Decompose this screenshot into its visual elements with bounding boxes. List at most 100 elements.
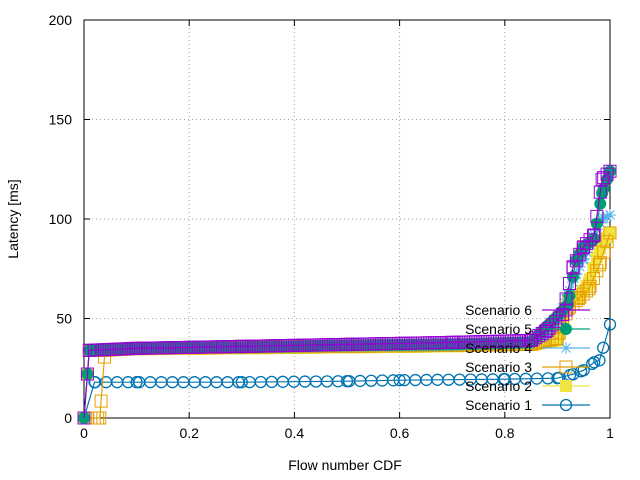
data-point — [340, 375, 354, 388]
data-point — [593, 255, 607, 269]
y-tick-label: 200 — [49, 12, 73, 28]
series-line — [83, 170, 611, 419]
data-point — [549, 314, 563, 328]
x-tick-label: 0.8 — [495, 425, 515, 441]
data-point — [603, 164, 617, 178]
data-point — [552, 311, 566, 325]
legend-label: Scenario 5 — [465, 321, 532, 337]
y-tick-label: 150 — [49, 112, 73, 128]
data-point — [551, 334, 564, 347]
data-point — [532, 329, 546, 343]
series-scenario-3 — [77, 226, 617, 425]
data-point — [600, 167, 614, 181]
legend-entry: Scenario 1 — [465, 397, 590, 413]
data-point — [586, 272, 600, 286]
data-point — [593, 185, 607, 199]
y-tick-label: 0 — [64, 410, 72, 426]
legend-label: Scenario 2 — [465, 378, 532, 394]
data-point — [88, 376, 101, 389]
series-scenario-1 — [77, 318, 617, 425]
series-scenario-2 — [78, 226, 616, 424]
data-point — [583, 279, 597, 293]
series-scenario-5 — [78, 165, 616, 424]
data-point — [559, 292, 573, 306]
data-point — [580, 237, 594, 251]
data-point — [586, 229, 600, 243]
legend-entry: Scenario 3 — [465, 359, 590, 375]
data-point — [603, 226, 617, 240]
legend-marker — [559, 303, 573, 317]
data-point — [601, 210, 614, 223]
x-tick-label: 0 — [80, 425, 88, 441]
legend-label: Scenario 4 — [465, 340, 532, 356]
x-tick-label: 1 — [606, 425, 614, 441]
data-point — [235, 376, 248, 389]
data-point — [596, 213, 609, 225]
legend-label: Scenario 6 — [465, 302, 532, 318]
y-axis-title: Latency [ms] — [5, 179, 21, 258]
legend: Scenario 6 Scenario 5 Scenario 4 Scenario 3… — [465, 302, 590, 413]
data-point — [393, 374, 406, 387]
data-point — [597, 341, 610, 354]
x-tick-label: 0.6 — [390, 425, 410, 441]
data-point — [80, 367, 94, 381]
data-point — [562, 276, 576, 290]
data-point — [566, 260, 580, 274]
legend-entry: Scenario 6 — [465, 302, 590, 318]
data-point — [582, 282, 596, 296]
data-point — [594, 197, 607, 210]
data-point — [540, 323, 554, 337]
x-tick-label: 0.2 — [179, 425, 199, 441]
axis-ticks: 0 0.2 0.4 0.6 0.8 1 0 50 100 150 200 — [49, 12, 614, 441]
data-point — [597, 212, 610, 225]
data-point — [94, 394, 108, 408]
data-point — [593, 354, 606, 367]
data-point — [130, 376, 143, 389]
y-tick-label: 50 — [56, 311, 72, 327]
data-point — [580, 284, 594, 298]
data-point — [445, 335, 459, 349]
x-axis-title: Flow number CDF — [288, 457, 402, 473]
legend-marker — [560, 342, 572, 354]
legend-label: Scenario 3 — [465, 359, 532, 375]
data-point — [590, 209, 604, 223]
legend-marker — [560, 380, 572, 392]
data-point — [93, 411, 107, 425]
data-point — [576, 241, 590, 255]
data-point — [577, 240, 591, 254]
legend-marker — [559, 398, 573, 412]
data-point — [130, 341, 144, 355]
data-point — [588, 356, 601, 369]
y-tick-label: 100 — [49, 211, 73, 227]
series-layer — [77, 164, 617, 425]
data-point — [542, 321, 556, 335]
legend-entry: Scenario 2 — [465, 378, 590, 394]
data-point — [592, 258, 606, 272]
legend-marker — [559, 360, 573, 374]
series-scenario-4 — [78, 209, 616, 424]
data-point — [556, 308, 570, 322]
data-point — [498, 373, 511, 386]
data-point — [603, 318, 617, 331]
data-point — [535, 326, 549, 340]
data-point — [590, 217, 603, 230]
data-point — [551, 372, 564, 385]
data-point — [577, 364, 590, 377]
series-scenario-6 — [77, 164, 617, 425]
data-point — [340, 337, 354, 351]
legend-marker — [560, 323, 572, 335]
data-point — [587, 228, 601, 242]
x-tick-label: 0.4 — [285, 425, 305, 441]
data-point — [595, 172, 609, 186]
data-point — [82, 343, 96, 357]
data-point — [577, 252, 590, 265]
data-point — [567, 368, 580, 381]
legend-label: Scenario 1 — [465, 397, 532, 413]
legend-entry: Scenario 5 — [465, 321, 590, 337]
data-point — [572, 290, 585, 303]
data-point — [600, 235, 614, 249]
data-point — [597, 245, 611, 259]
data-point — [77, 411, 91, 425]
data-point — [235, 339, 249, 353]
